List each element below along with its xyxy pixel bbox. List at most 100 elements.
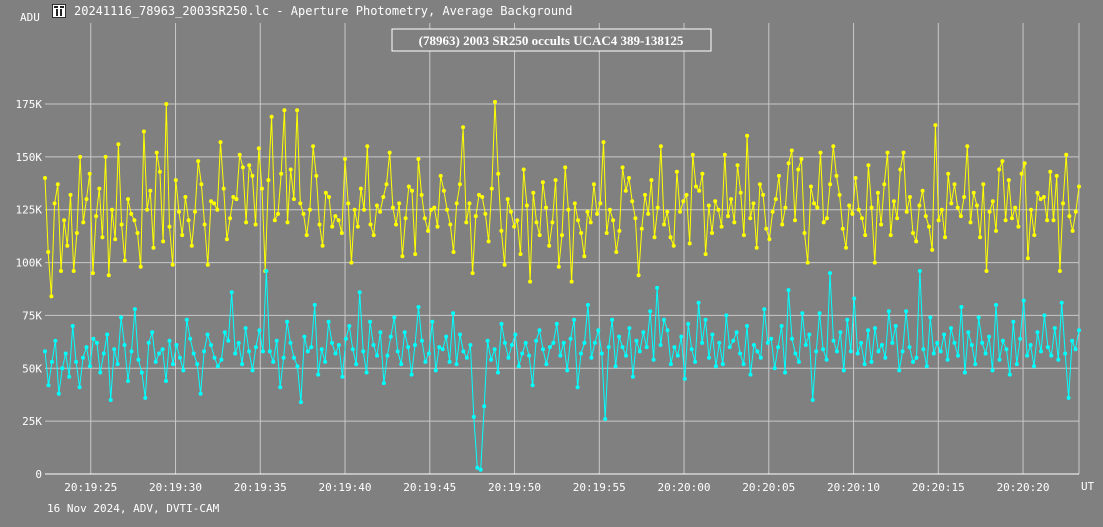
series-1-point bbox=[834, 349, 839, 354]
series-1-point bbox=[783, 370, 788, 375]
series-1-point bbox=[935, 340, 940, 345]
series-0-point bbox=[161, 239, 166, 244]
series-1-point bbox=[655, 285, 660, 290]
series-1-point bbox=[84, 345, 89, 350]
series-1-point bbox=[776, 345, 781, 350]
series-1-point bbox=[679, 334, 684, 339]
series-1-point bbox=[340, 374, 345, 379]
series-1-point bbox=[980, 340, 985, 345]
series-0-point bbox=[847, 203, 852, 208]
series-0-point bbox=[1010, 216, 1014, 221]
series-1-point bbox=[444, 334, 449, 339]
series-0-point bbox=[330, 224, 335, 229]
series-1-point bbox=[267, 349, 272, 354]
series-0-point bbox=[467, 201, 472, 206]
series-1-point bbox=[1066, 395, 1071, 400]
series-0-point bbox=[1013, 205, 1018, 210]
series-1-point bbox=[298, 400, 303, 405]
app-icon bbox=[52, 4, 66, 18]
series-1-point bbox=[336, 343, 341, 347]
series-1-point bbox=[534, 338, 539, 343]
series-0-point bbox=[824, 216, 829, 221]
series-0-point bbox=[445, 207, 450, 212]
series-0-point bbox=[186, 218, 191, 223]
series-1-point bbox=[886, 309, 891, 314]
series-0-point bbox=[138, 264, 143, 269]
series-0-point bbox=[196, 159, 201, 164]
series-1-point bbox=[620, 345, 625, 350]
series-0-point bbox=[729, 197, 734, 202]
series-0-point bbox=[413, 252, 418, 257]
series-1-point bbox=[848, 349, 853, 354]
series-1-point bbox=[976, 315, 981, 320]
series-0-point bbox=[579, 231, 584, 235]
series-0-point bbox=[276, 211, 280, 216]
series-0-point bbox=[674, 169, 679, 174]
series-0-point bbox=[237, 152, 242, 157]
series-1-point bbox=[565, 368, 570, 373]
series-1-point bbox=[392, 315, 397, 320]
series-0-point bbox=[406, 184, 411, 189]
series-1-point bbox=[931, 351, 936, 356]
series-1-point bbox=[43, 349, 47, 354]
series-0-point bbox=[793, 218, 797, 223]
series-1-point bbox=[606, 345, 611, 350]
series-0-point bbox=[515, 218, 520, 223]
series-1-point bbox=[509, 343, 514, 347]
series-0-point bbox=[837, 192, 842, 197]
series-1-point bbox=[1052, 326, 1057, 331]
series-1-point bbox=[153, 359, 158, 364]
series-1-point bbox=[758, 355, 763, 360]
series-0-point bbox=[126, 197, 130, 202]
series-1-point bbox=[260, 349, 265, 354]
series-1-point bbox=[458, 332, 462, 337]
series-0-point bbox=[614, 250, 619, 254]
series-0-point bbox=[741, 233, 746, 238]
series-0-point bbox=[464, 220, 469, 225]
series-1-point bbox=[160, 347, 165, 352]
x-tick-label: 20:20:20 bbox=[997, 481, 1050, 494]
series-0-point bbox=[923, 214, 928, 219]
series-1-point bbox=[987, 334, 992, 339]
series-0-point bbox=[145, 207, 150, 212]
series-0-point bbox=[327, 195, 331, 199]
series-0-point bbox=[106, 273, 111, 278]
series-0-point bbox=[103, 154, 108, 159]
series-1-point bbox=[751, 343, 756, 347]
series-1-point bbox=[651, 357, 656, 362]
series-0-point bbox=[285, 220, 290, 225]
series-1-point bbox=[195, 362, 200, 367]
series-0-point bbox=[215, 207, 220, 212]
series-1-point bbox=[828, 271, 832, 276]
series-0-point bbox=[183, 195, 188, 199]
series-1-point bbox=[81, 355, 85, 360]
series-1-point bbox=[1032, 364, 1036, 369]
series-0-point bbox=[879, 222, 884, 227]
series-0-point bbox=[1048, 169, 1053, 174]
series-1-point bbox=[900, 349, 905, 354]
series-0-point bbox=[336, 218, 341, 223]
series-0-point bbox=[528, 279, 533, 284]
series-1-point bbox=[236, 340, 241, 345]
series-0-point bbox=[920, 188, 925, 193]
series-1-point bbox=[288, 340, 293, 345]
series-0-point bbox=[946, 171, 951, 176]
series-0-point bbox=[773, 197, 778, 202]
series-1-point bbox=[60, 366, 65, 371]
series-1-point bbox=[769, 336, 774, 341]
series-0-point bbox=[132, 218, 137, 223]
series-1-point bbox=[347, 324, 352, 328]
series-0-point bbox=[550, 220, 555, 225]
series-0-point bbox=[802, 231, 807, 235]
series-1-point bbox=[956, 353, 960, 358]
series-0-point bbox=[205, 262, 210, 267]
series-1-point bbox=[734, 330, 739, 335]
series-0-point bbox=[761, 192, 766, 197]
series-1-point bbox=[572, 317, 577, 322]
series-1-point bbox=[513, 332, 518, 337]
series-1-point bbox=[312, 302, 317, 307]
series-0-point bbox=[256, 146, 261, 151]
series-1-point bbox=[883, 355, 888, 360]
series-layer bbox=[43, 99, 1081, 472]
series-1-point bbox=[537, 328, 542, 333]
